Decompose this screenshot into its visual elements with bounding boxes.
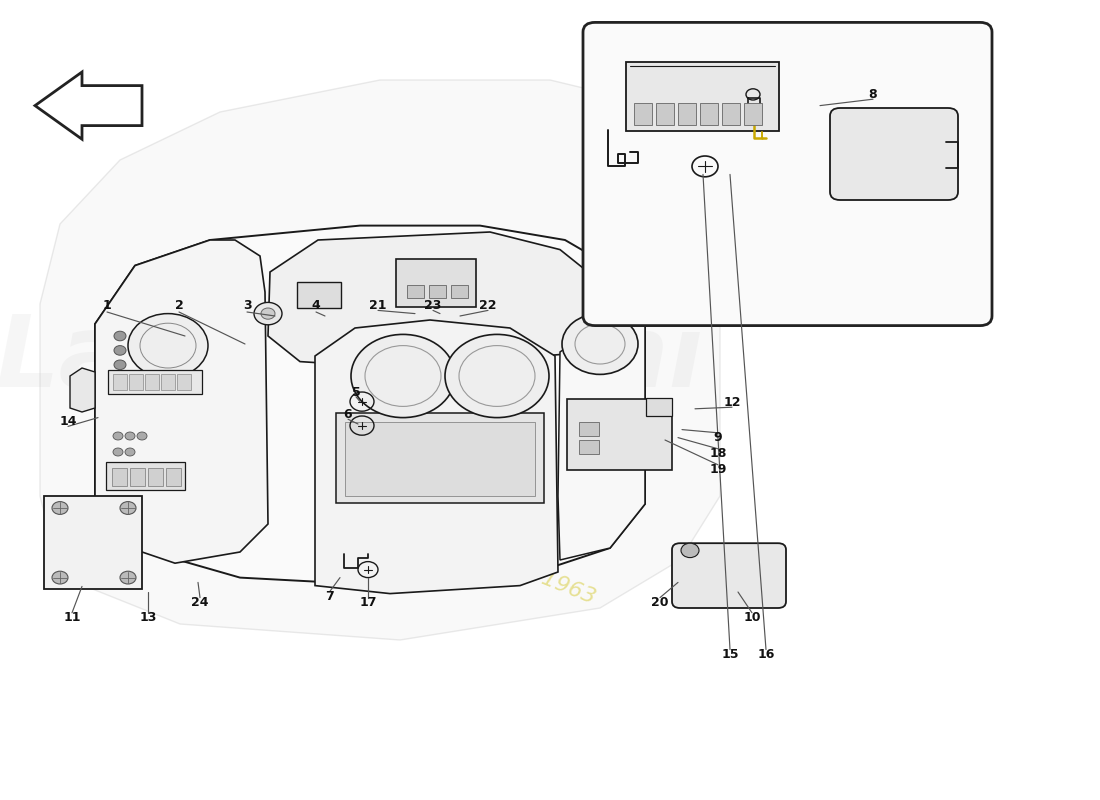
- FancyBboxPatch shape: [113, 374, 127, 390]
- Text: 24: 24: [191, 596, 209, 609]
- Circle shape: [52, 571, 68, 584]
- Text: 10: 10: [744, 611, 761, 624]
- FancyBboxPatch shape: [297, 282, 341, 308]
- Text: 2: 2: [175, 299, 184, 312]
- Text: 3: 3: [243, 299, 251, 312]
- Circle shape: [446, 334, 549, 418]
- FancyBboxPatch shape: [166, 468, 182, 486]
- Text: Lamborghini: Lamborghini: [0, 311, 704, 409]
- Circle shape: [125, 448, 135, 456]
- FancyBboxPatch shape: [722, 103, 740, 125]
- Circle shape: [120, 502, 136, 514]
- FancyBboxPatch shape: [112, 468, 126, 486]
- Circle shape: [254, 302, 282, 325]
- Text: 1: 1: [102, 299, 111, 312]
- Text: 13: 13: [140, 611, 156, 624]
- FancyBboxPatch shape: [646, 398, 672, 416]
- Text: 9: 9: [714, 431, 723, 444]
- Text: 16: 16: [757, 648, 774, 661]
- FancyBboxPatch shape: [177, 374, 191, 390]
- Text: 5: 5: [352, 386, 361, 398]
- Text: 17: 17: [360, 596, 376, 609]
- FancyBboxPatch shape: [634, 103, 652, 125]
- Polygon shape: [315, 320, 558, 594]
- Polygon shape: [95, 226, 645, 586]
- Circle shape: [52, 502, 68, 514]
- Circle shape: [113, 448, 123, 456]
- Circle shape: [114, 346, 126, 355]
- FancyBboxPatch shape: [345, 422, 535, 496]
- Circle shape: [351, 334, 455, 418]
- Circle shape: [125, 432, 135, 440]
- Text: 21: 21: [370, 299, 387, 312]
- Circle shape: [114, 360, 126, 370]
- Circle shape: [138, 432, 147, 440]
- FancyBboxPatch shape: [678, 103, 696, 125]
- FancyBboxPatch shape: [583, 22, 992, 326]
- Circle shape: [114, 331, 126, 341]
- Text: 11: 11: [64, 611, 80, 624]
- FancyBboxPatch shape: [108, 370, 202, 394]
- Polygon shape: [40, 80, 720, 640]
- FancyBboxPatch shape: [700, 103, 718, 125]
- Circle shape: [113, 432, 123, 440]
- Text: a passion for excellence 1963: a passion for excellence 1963: [282, 464, 598, 608]
- FancyBboxPatch shape: [626, 62, 779, 131]
- Text: 4: 4: [311, 299, 320, 312]
- FancyBboxPatch shape: [407, 285, 424, 298]
- FancyBboxPatch shape: [130, 468, 145, 486]
- Text: 20: 20: [651, 596, 669, 609]
- Text: 7: 7: [326, 590, 334, 602]
- Text: 14: 14: [59, 415, 77, 428]
- Polygon shape: [35, 72, 142, 139]
- FancyBboxPatch shape: [129, 374, 143, 390]
- Polygon shape: [268, 232, 605, 368]
- FancyBboxPatch shape: [451, 285, 468, 298]
- Circle shape: [261, 308, 275, 319]
- FancyBboxPatch shape: [44, 496, 142, 589]
- FancyBboxPatch shape: [106, 462, 185, 490]
- FancyBboxPatch shape: [656, 103, 674, 125]
- Polygon shape: [558, 320, 645, 560]
- FancyBboxPatch shape: [161, 374, 175, 390]
- Polygon shape: [95, 240, 268, 563]
- Circle shape: [562, 314, 638, 374]
- FancyBboxPatch shape: [566, 399, 672, 470]
- FancyBboxPatch shape: [336, 413, 544, 503]
- Text: 12: 12: [724, 396, 740, 409]
- Text: 19: 19: [710, 463, 727, 476]
- FancyBboxPatch shape: [429, 285, 446, 298]
- Text: 22: 22: [480, 299, 497, 312]
- Text: 15: 15: [722, 648, 739, 661]
- FancyBboxPatch shape: [396, 259, 476, 307]
- Polygon shape: [70, 368, 95, 412]
- Text: 8: 8: [869, 88, 878, 101]
- Text: 23: 23: [425, 299, 442, 312]
- FancyBboxPatch shape: [148, 468, 163, 486]
- FancyBboxPatch shape: [145, 374, 160, 390]
- Circle shape: [120, 571, 136, 584]
- FancyBboxPatch shape: [579, 440, 600, 454]
- FancyBboxPatch shape: [744, 103, 762, 125]
- FancyBboxPatch shape: [830, 108, 958, 200]
- Circle shape: [128, 314, 208, 378]
- FancyBboxPatch shape: [672, 543, 786, 608]
- FancyBboxPatch shape: [579, 422, 600, 436]
- Text: 18: 18: [710, 447, 727, 460]
- Text: 6: 6: [343, 408, 352, 421]
- Circle shape: [681, 543, 698, 558]
